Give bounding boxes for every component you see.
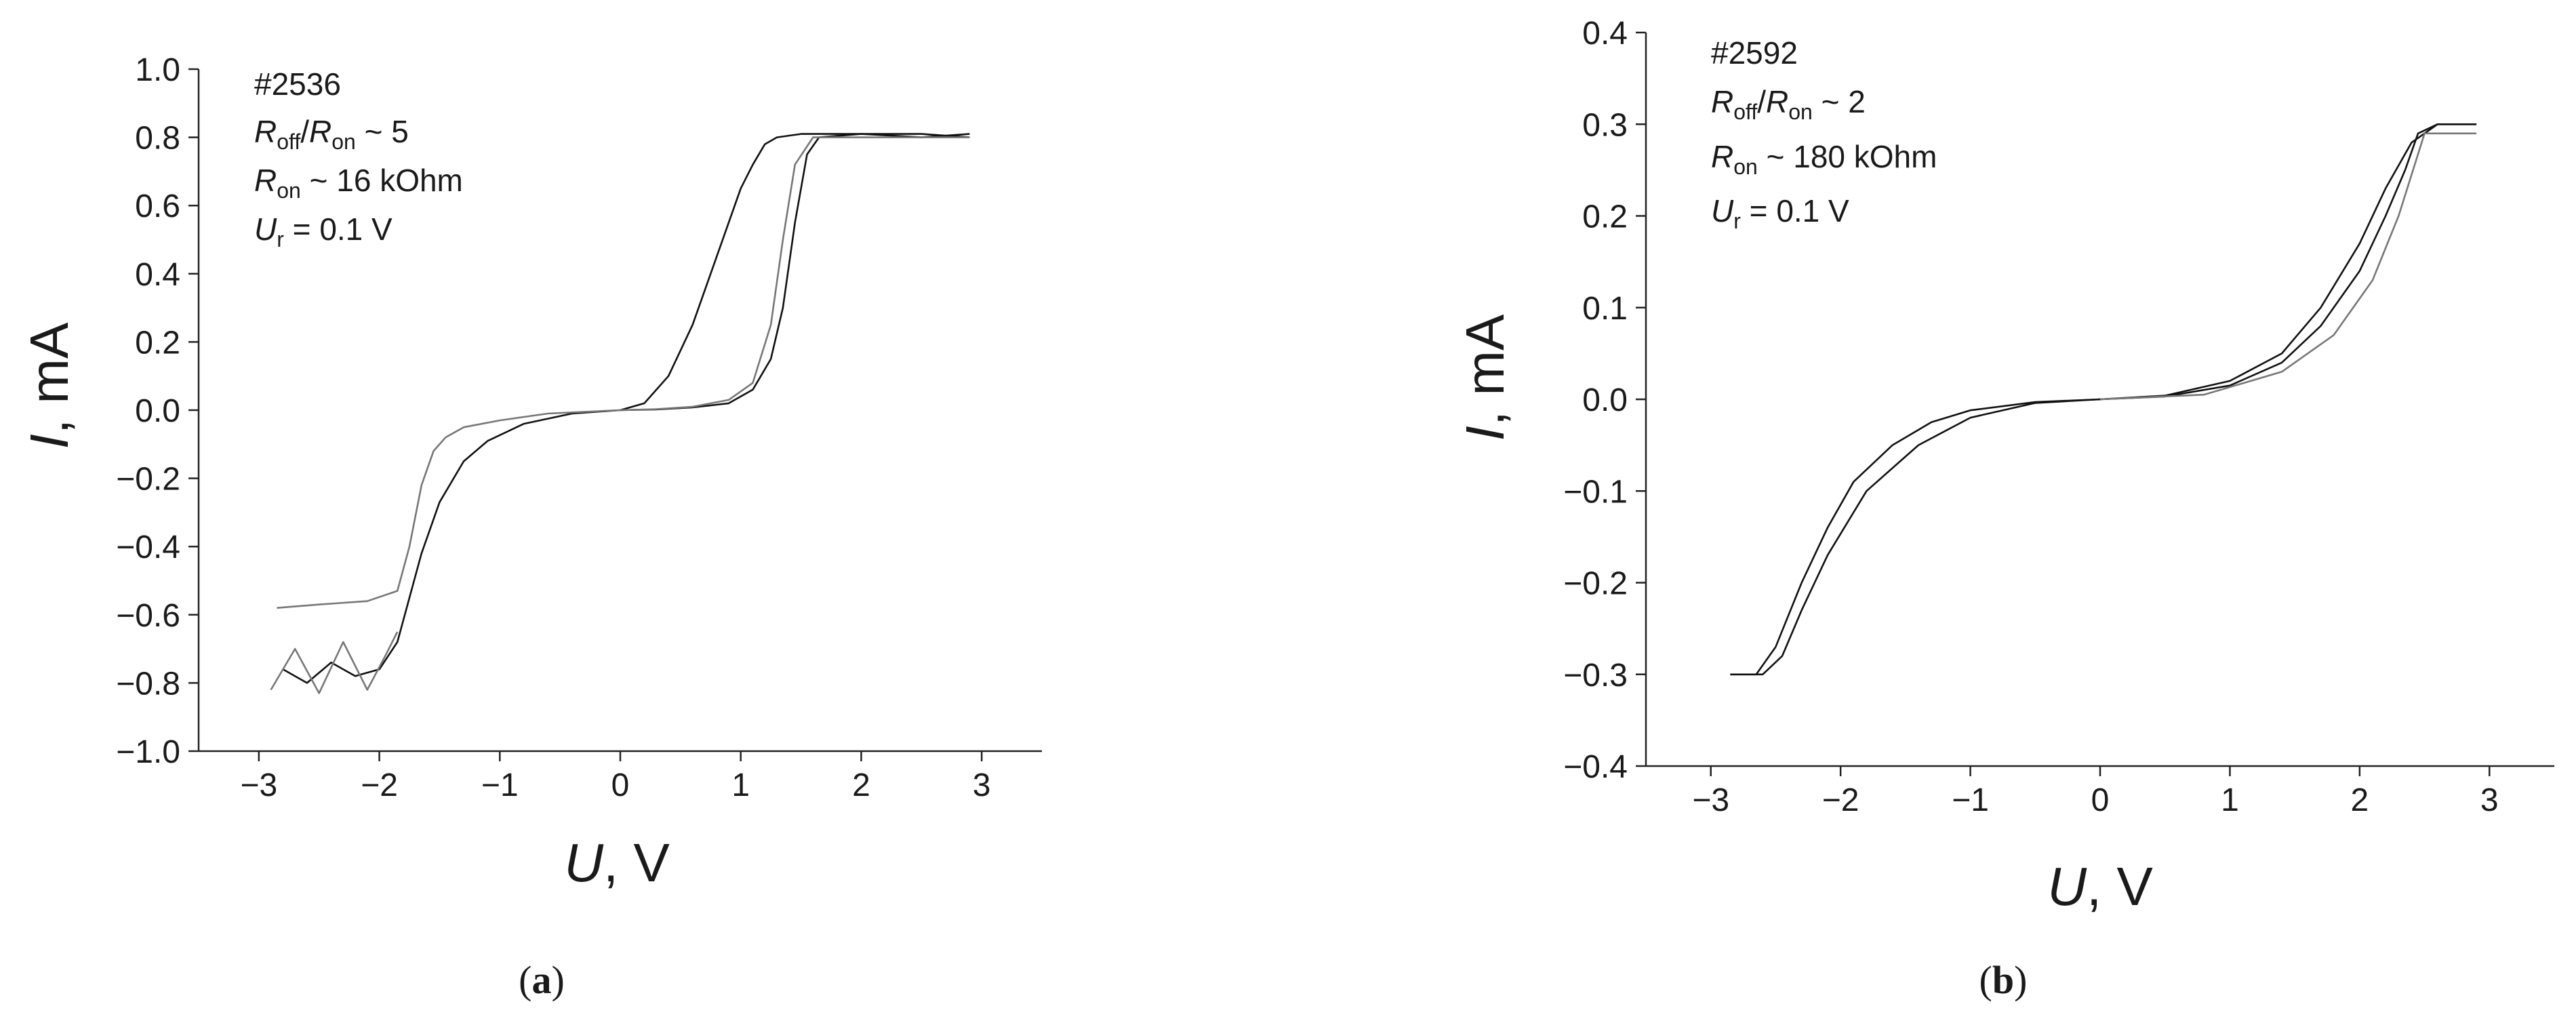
annotation: #2592 xyxy=(1711,35,1798,71)
y-tick-label: 0.2 xyxy=(135,325,180,361)
annotation: Roff/Ron ~ 5 xyxy=(254,114,409,154)
y-tick-label: −1.0 xyxy=(116,734,180,770)
annotation: Roff/Ron ~ 2 xyxy=(1711,84,1866,124)
x-tick-label: 0 xyxy=(611,767,630,803)
x-tick-label: −2 xyxy=(361,767,398,803)
panel-label: (b) xyxy=(1979,958,2028,1002)
x-tick-label: 0 xyxy=(2091,782,2110,818)
annotation: #2536 xyxy=(254,66,341,102)
y-tick-label: 0.8 xyxy=(135,121,180,157)
data-line xyxy=(2099,123,2477,401)
panel-label: (a) xyxy=(519,958,565,1002)
y-tick-label: 0.0 xyxy=(1582,382,1628,418)
y-tick-label: −0.8 xyxy=(116,666,180,702)
annotation: Ron ~ 16 kOhm xyxy=(254,163,463,203)
data-line xyxy=(1730,398,2101,676)
x-tick-label: 1 xyxy=(2221,782,2239,818)
x-tick-label: 3 xyxy=(973,767,991,803)
data-line xyxy=(1730,398,2101,676)
data-line xyxy=(620,136,970,412)
y-tick-label: 0.1 xyxy=(1582,291,1628,327)
y-tick-label: −0.1 xyxy=(1563,474,1628,510)
x-tick-label: 3 xyxy=(2480,782,2499,818)
data-line xyxy=(282,409,621,684)
y-tick-label: −0.2 xyxy=(1563,566,1628,602)
x-tick-label: −1 xyxy=(1952,782,1989,818)
y-tick-label: 0.0 xyxy=(135,393,180,429)
y-axis-label: I, mA xyxy=(19,322,79,449)
y-tick-label: 0.2 xyxy=(1582,199,1628,235)
y-tick-label: −0.4 xyxy=(1563,749,1628,785)
y-tick-label: 0.4 xyxy=(135,257,180,293)
y-tick-label: 0.6 xyxy=(135,188,180,224)
y-tick-label: −0.3 xyxy=(1563,658,1628,694)
x-tick-label: −3 xyxy=(240,767,277,803)
x-tick-label: −2 xyxy=(1822,782,1859,818)
x-tick-label: 1 xyxy=(731,767,750,803)
x-tick-label: −3 xyxy=(1692,782,1729,818)
annotation: Ron ~ 180 kOhm xyxy=(1711,139,1937,179)
data-line xyxy=(277,409,621,609)
x-tick-label: 2 xyxy=(852,767,870,803)
x-tick-label: 2 xyxy=(2351,782,2369,818)
data-line xyxy=(270,631,399,694)
annotation: Ur = 0.1 V xyxy=(1711,193,1849,233)
y-tick-label: 0.4 xyxy=(1582,16,1628,52)
data-line xyxy=(620,133,970,412)
x-tick-label: −1 xyxy=(481,767,519,803)
x-axis-label: U, V xyxy=(2047,856,2153,917)
y-tick-label: −0.6 xyxy=(116,598,180,634)
x-axis-label: U, V xyxy=(564,833,670,893)
y-tick-label: 0.3 xyxy=(1582,107,1628,143)
data-line xyxy=(2099,123,2477,401)
y-tick-label: 1.0 xyxy=(135,52,180,88)
data-line xyxy=(2099,132,2477,401)
y-axis-label: I, mA xyxy=(1455,314,1515,441)
y-tick-label: −0.4 xyxy=(116,529,180,565)
y-tick-label: −0.2 xyxy=(116,462,180,498)
annotation: Ur = 0.1 V xyxy=(254,212,393,252)
